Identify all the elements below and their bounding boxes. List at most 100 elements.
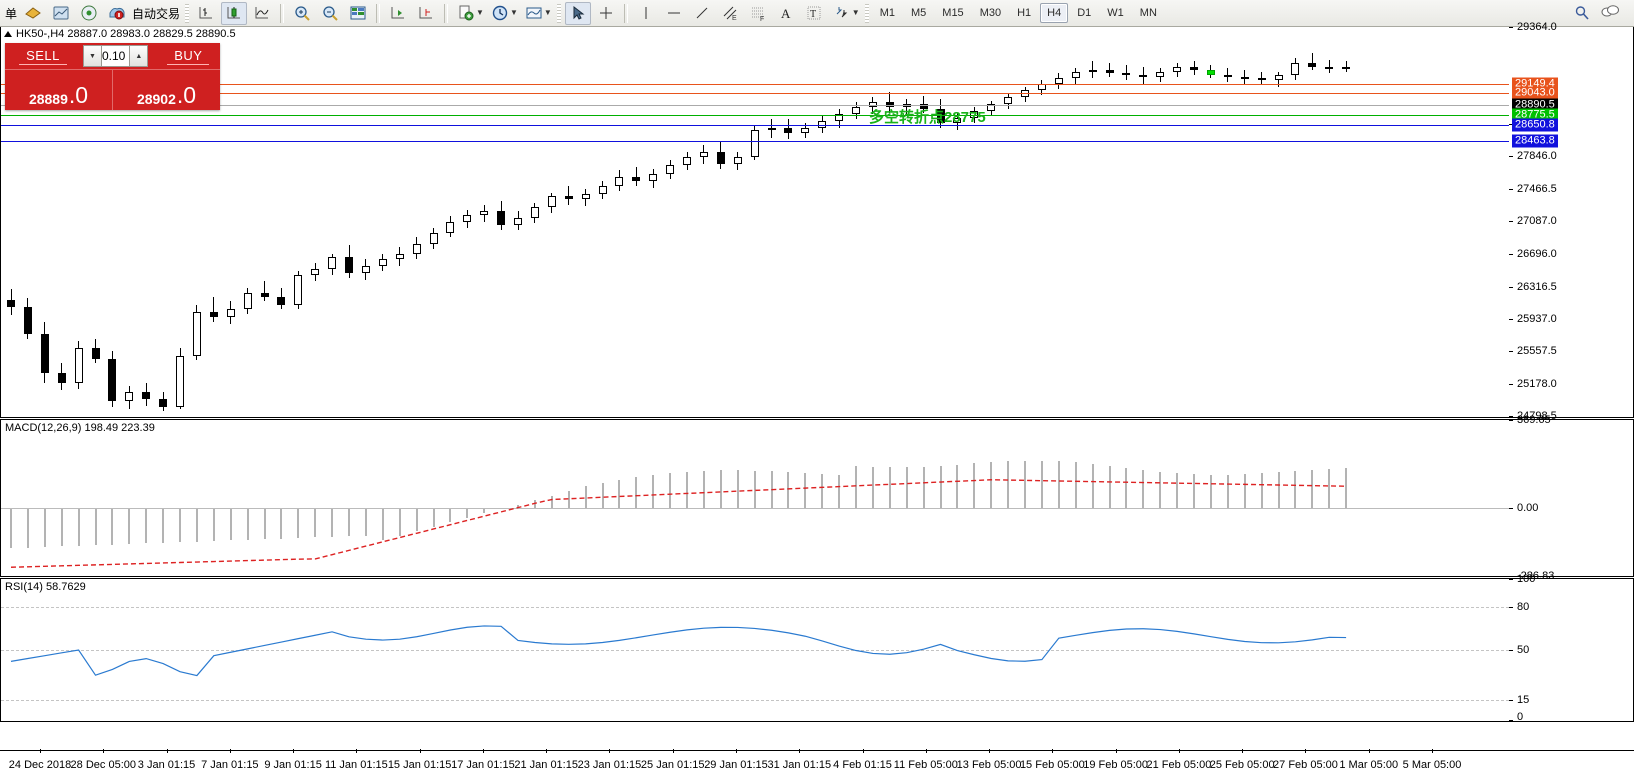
line-chart-icon[interactable] <box>249 2 275 25</box>
zoom-in-icon[interactable] <box>289 2 315 25</box>
toolbar-grip[interactable] <box>185 3 190 23</box>
candle-body <box>1173 66 1182 72</box>
zoom-out-icon[interactable] <box>317 2 343 25</box>
new-order-icon[interactable] <box>20 2 46 25</box>
macd-scale[interactable]: 369.65 0.00 -286.83 <box>1509 414 1633 582</box>
periods-dropdown-caret[interactable]: ▼ <box>509 8 518 17</box>
templates-icon[interactable] <box>521 2 547 25</box>
level-line-28650[interactable] <box>1 125 1509 126</box>
time-axis-label: 21 Jan 01:15 <box>514 759 578 771</box>
one-click-trade-panel[interactable]: SELL ▼ 0.10 ▲ BUY 28889 .0 28902 . <box>5 43 220 110</box>
candle <box>209 296 218 323</box>
candle <box>1223 68 1232 82</box>
candle <box>1342 61 1351 73</box>
candle <box>1240 69 1249 84</box>
time-axis-label: 5 Mar 05:00 <box>1402 759 1462 771</box>
price-level-badge[interactable]: 28463.8 <box>1512 134 1558 148</box>
buy-price[interactable]: 28902 .0 <box>113 70 220 110</box>
macd-histogram-bar <box>43 507 46 547</box>
chart-workspace[interactable]: 多空转折点28775 29364.028225.527846.027466.52… <box>0 21 1634 774</box>
terminal-icon[interactable] <box>48 2 74 25</box>
timeframe-m15[interactable]: M15 <box>942 7 964 19</box>
price-scale-label: 27846.0 <box>1517 150 1557 163</box>
timeframe-mn[interactable]: MN <box>1139 7 1157 19</box>
indicators-icon[interactable] <box>453 2 479 25</box>
candle <box>1139 66 1148 84</box>
price-pane[interactable]: 多空转折点28775 29364.028225.527846.027466.52… <box>0 21 1634 422</box>
rsi-scale[interactable]: 100 80 50 15 0 <box>1509 573 1633 723</box>
rsi-plot-area[interactable] <box>1 579 1509 721</box>
volume-input[interactable]: 0.10 <box>102 45 130 67</box>
candle <box>142 383 151 406</box>
trendline-icon[interactable] <box>689 2 715 25</box>
level-line-28775[interactable] <box>1 115 1509 116</box>
rsi-pane[interactable]: RSI(14) 58.7629 100 80 50 15 0 <box>0 573 1634 723</box>
crosshair-icon[interactable] <box>593 2 619 25</box>
buy-button[interactable]: BUY <box>150 43 226 69</box>
autotrade-icon[interactable] <box>104 2 130 25</box>
vertical-line-icon[interactable] <box>633 2 659 25</box>
candle <box>615 170 624 191</box>
volume-down-button[interactable]: ▼ <box>83 45 102 67</box>
horizontal-line-icon[interactable] <box>661 2 687 25</box>
collapse-triangle-icon[interactable] <box>4 31 12 37</box>
signal-icon[interactable] <box>76 2 102 25</box>
macd-scale-label: 0.00 <box>1517 501 1539 514</box>
toolbar-grip-3[interactable] <box>864 3 869 23</box>
price-plot-area[interactable]: 多空转折点28775 <box>1 27 1509 417</box>
fibonacci-icon[interactable]: F <box>745 2 771 25</box>
price-scale-label: 26696.0 <box>1517 248 1557 261</box>
macd-plot-area[interactable] <box>1 420 1509 576</box>
time-axis-tick <box>1242 749 1244 753</box>
candlestick-chart-icon[interactable] <box>221 1 248 25</box>
price-scale[interactable]: 29364.028225.527846.027466.527087.026696… <box>1509 21 1633 422</box>
timeframe-d1[interactable]: D1 <box>1077 7 1092 19</box>
candle <box>159 392 168 411</box>
time-axis[interactable]: 24 Dec 2018 28 Dec 05:00 3 Jan 01:15 7 Jan … <box>0 723 1634 774</box>
chat-icon[interactable] <box>1597 2 1623 25</box>
volume-stepper[interactable]: ▼ 0.10 ▲ <box>83 45 149 67</box>
indicators-dropdown-caret[interactable]: ▼ <box>476 8 484 17</box>
macd-histogram-bar <box>263 507 266 540</box>
candle-body <box>547 196 556 208</box>
timeframe-w1[interactable]: W1 <box>1107 7 1124 19</box>
text-label-icon[interactable]: T <box>801 2 827 25</box>
volume-up-button[interactable]: ▲ <box>129 45 149 67</box>
periods-icon[interactable] <box>487 2 513 25</box>
candle-body <box>1223 75 1232 78</box>
text-icon[interactable]: A <box>773 2 799 25</box>
sell-button[interactable]: SELL <box>5 43 81 69</box>
price-level-badge[interactable]: 28650.8 <box>1512 118 1558 132</box>
price-level-badge[interactable]: 28890.5 <box>1512 98 1558 112</box>
macd-pane[interactable]: MACD(12,26,9) 198.49 223.39 369.65 0.00 -2… <box>0 414 1634 582</box>
arrows-dropdown-caret[interactable]: ▼ <box>851 8 860 17</box>
toolbar-grip-2[interactable] <box>556 3 561 23</box>
timeframe-m30[interactable]: M30 <box>979 7 1002 19</box>
timeframe-m1[interactable]: M1 <box>879 7 895 19</box>
level-line-28463[interactable] <box>1 141 1509 142</box>
scale-tick <box>1509 156 1513 158</box>
templates-dropdown-caret[interactable]: ▼ <box>543 8 552 17</box>
macd-histogram-bar <box>195 507 198 542</box>
cursor-icon[interactable] <box>564 1 591 25</box>
price-level-badge[interactable]: 28775.5 <box>1512 108 1558 122</box>
arrows-icon[interactable] <box>829 2 855 25</box>
bar-chart-icon[interactable] <box>193 2 219 25</box>
data-window-icon[interactable] <box>345 2 371 25</box>
autotrade-label[interactable]: 自动交易 <box>132 6 181 21</box>
autoscroll-icon[interactable] <box>385 2 411 25</box>
candle <box>1156 68 1165 82</box>
search-icon[interactable] <box>1569 2 1595 25</box>
timeframe-m5[interactable]: M5 <box>911 7 927 19</box>
chart-shift-icon[interactable] <box>413 2 439 25</box>
time-axis-label: 25 Jan 01:15 <box>640 759 705 771</box>
timeframe-h1[interactable]: H1 <box>1017 7 1032 19</box>
timeframe-h4[interactable]: H4 <box>1040 3 1069 23</box>
price-level-badge[interactable]: 29043.0 <box>1512 86 1558 100</box>
level-line-bid[interactable] <box>1 105 1509 106</box>
equidistant-channel-icon[interactable]: E <box>717 2 743 25</box>
sell-price[interactable]: 28889 .0 <box>5 70 113 110</box>
level-line-29043[interactable] <box>1 93 1509 94</box>
level-line-29149[interactable] <box>1 84 1509 85</box>
candle <box>767 119 776 139</box>
